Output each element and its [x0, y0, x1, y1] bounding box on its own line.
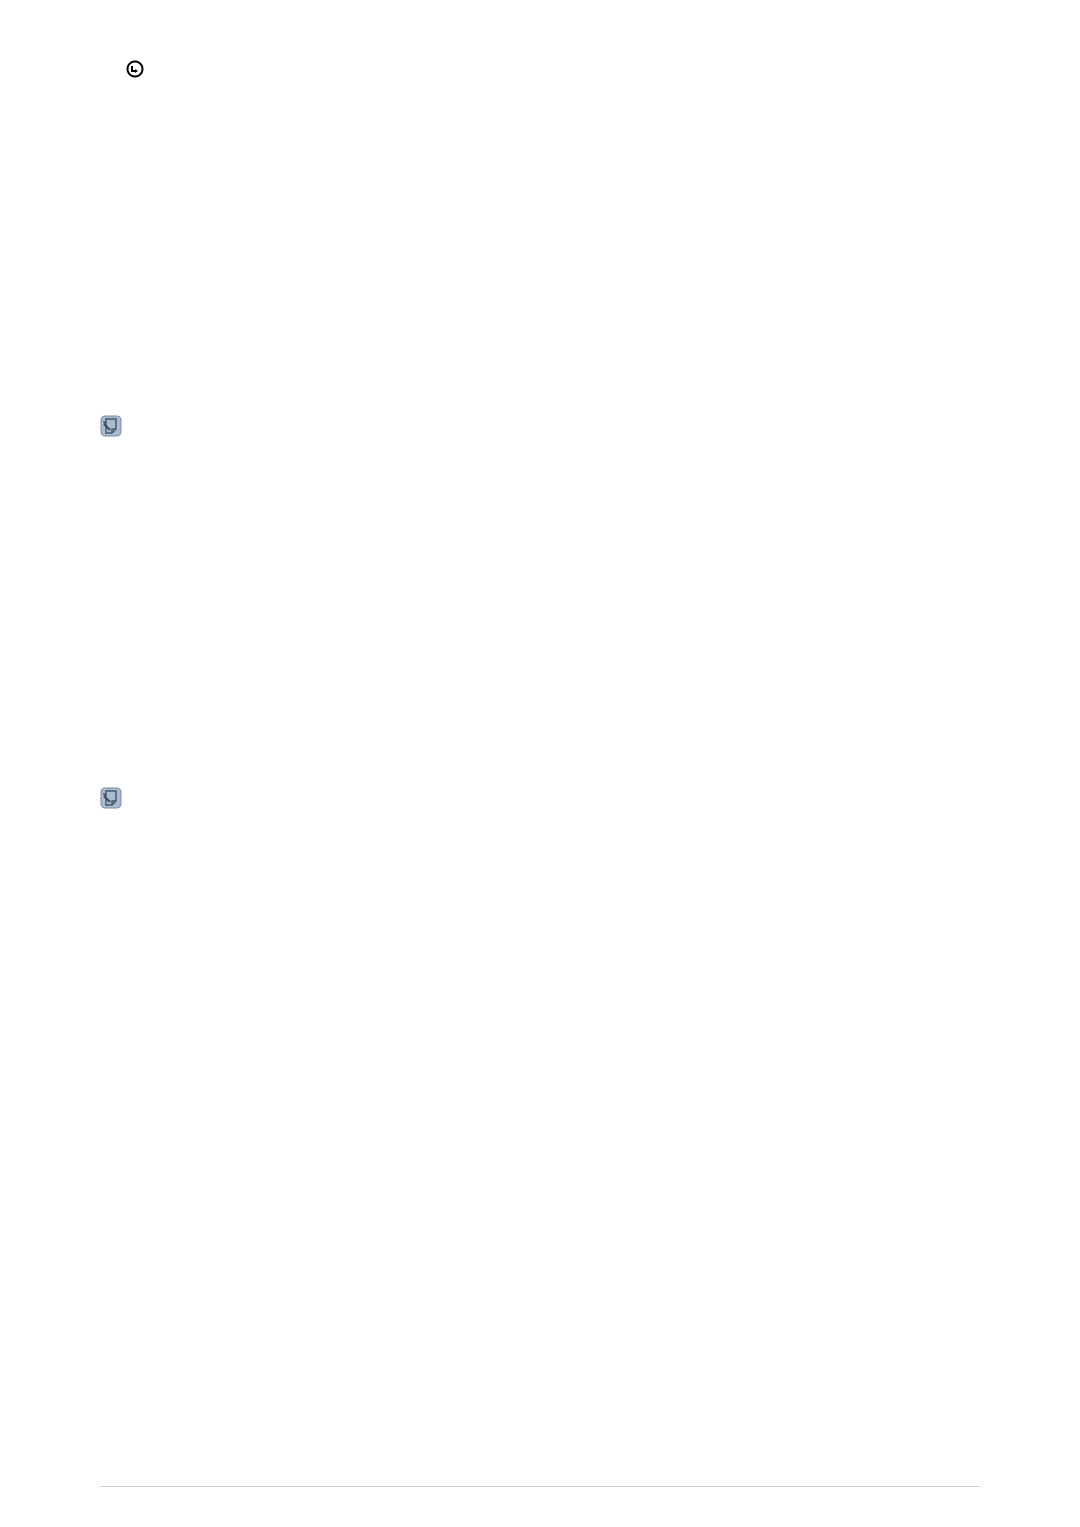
page: [0, 0, 1080, 1527]
source-button-graphic: [124, 60, 148, 78]
enter-source-icon: [126, 60, 144, 78]
note-icon: [100, 787, 122, 814]
note-speakers-only: [100, 785, 980, 814]
page-footer: [100, 1486, 980, 1497]
monitor-audio-illustration: [325, 490, 755, 750]
monitor-power-illustration: [380, 108, 700, 378]
note-icon: [100, 415, 122, 442]
figure-power-button: [100, 108, 980, 383]
note-has-stand: [100, 413, 980, 442]
figure-audio-connection: [100, 490, 980, 755]
digital-source-line: [124, 60, 980, 78]
